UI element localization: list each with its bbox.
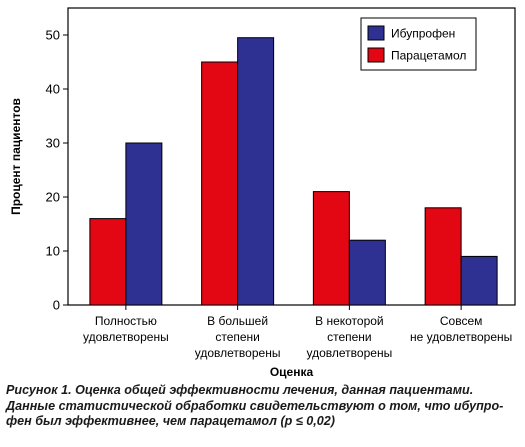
bar-ibuprofen xyxy=(125,142,163,306)
y-tick-label: 0 xyxy=(53,298,60,313)
legend-swatch xyxy=(367,25,385,41)
plot-frame xyxy=(67,7,516,306)
y-tick-label: 50 xyxy=(46,28,60,43)
x-tick-label: В большей xyxy=(207,314,268,328)
x-tick-label: удовлетворены xyxy=(195,346,281,360)
x-axis-label: Оценка xyxy=(270,365,314,379)
bar-ibuprofen xyxy=(237,37,275,306)
bar-paracetamol xyxy=(312,191,350,306)
y-tick-label: 40 xyxy=(46,82,60,97)
x-tick-label: не удовлетворены xyxy=(410,330,512,344)
y-axis-label: Процент пациентов xyxy=(9,98,23,215)
bar-paracetamol xyxy=(424,207,462,306)
y-tick-label: 30 xyxy=(46,136,60,151)
caption-line: Рисунок 1. Оценка общей эффективности ле… xyxy=(6,383,474,397)
chart: 0 10 20 30 40 50 Процент пациентов Полностью удо… xyxy=(9,7,516,379)
y-tick-label: 20 xyxy=(46,190,60,205)
bar-paracetamol xyxy=(201,61,239,306)
x-tick-label: степени xyxy=(215,330,260,344)
x-tick-label: удовлетворены xyxy=(83,330,169,344)
x-tick-label: В некоторой xyxy=(315,314,384,328)
caption-line: фен был эффективнее, чем парацетамол (p … xyxy=(6,414,335,428)
x-tick-label: Полностью xyxy=(95,314,157,328)
bar-paracetamol xyxy=(89,218,127,306)
figure-caption: Рисунок 1. Оценка общей эффективности ле… xyxy=(6,383,520,430)
bar-ibuprofen xyxy=(348,239,386,306)
y-tick-label: 10 xyxy=(46,244,60,259)
x-tick-label: Совсем xyxy=(440,314,483,328)
legend-label: Ибупрофен xyxy=(391,27,455,41)
x-tick-label: степени xyxy=(327,330,372,344)
caption-line: Данные статистической обработки свидетел… xyxy=(6,398,504,413)
x-tick-label: удовлетворены xyxy=(307,346,393,360)
legend-label: Парацетамол xyxy=(391,49,466,63)
bar-ibuprofen xyxy=(460,255,498,306)
legend-swatch xyxy=(367,47,385,63)
